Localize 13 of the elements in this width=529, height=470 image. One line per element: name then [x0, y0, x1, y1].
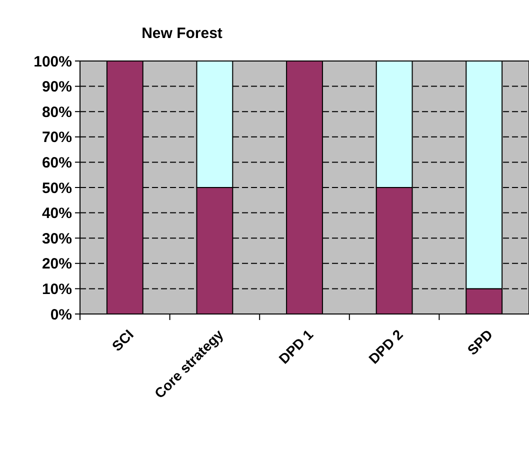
y-tick-label: 70% — [42, 129, 72, 146]
y-tick-label: 30% — [42, 230, 72, 248]
y-tick-label: 90% — [42, 78, 72, 96]
x-tick-label: SCI — [108, 326, 136, 354]
y-tick-label: 20% — [42, 256, 72, 273]
y-tick-label: 40% — [42, 205, 72, 222]
y-tick-label: 10% — [42, 280, 72, 298]
y-tick-label: 50% — [42, 180, 72, 197]
y-tick-label: 0% — [50, 306, 72, 324]
y-tick-label: 80% — [42, 104, 72, 121]
y-tick-label: 100% — [34, 53, 72, 70]
chart-title: New Forest — [142, 25, 222, 42]
y-tick-label: 60% — [42, 154, 72, 172]
